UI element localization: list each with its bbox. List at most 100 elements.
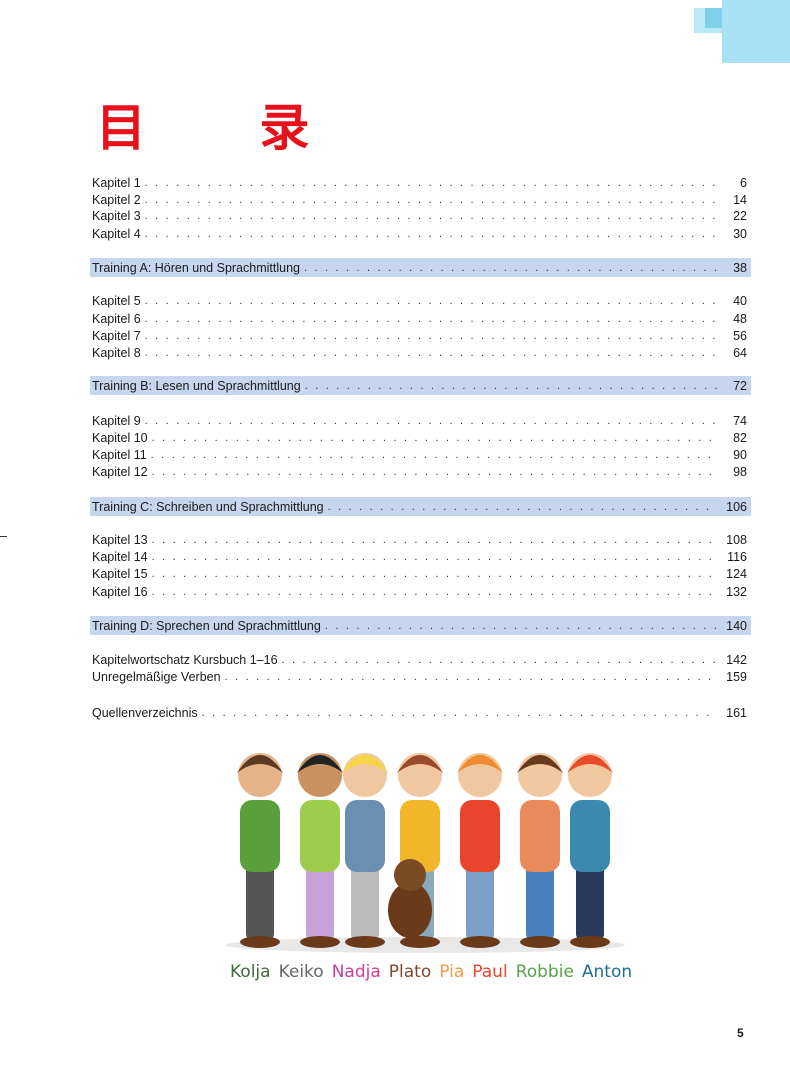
figure-hair [517,755,563,773]
toc-label: Kapitel 13 [92,532,148,547]
toc-training-row[interactable]: Training A: Hören und Sprachmittlung. . … [90,258,751,277]
character-name: Kolja [230,962,271,982]
page-title: 目 录 [96,99,358,157]
corner-decoration [722,0,790,63]
figure-shoes [240,936,280,948]
figure-legs [466,865,494,940]
toc-page: 106 [726,499,747,514]
toc-leader-dots: . . . . . . . . . . . . . . . . . . . . … [151,567,717,580]
toc-leader-dots: . . . . . . . . . . . . . . . . . . . . … [303,261,717,274]
toc-page: 22 [733,208,747,223]
toc-leader-dots: . . . . . . . . . . . . . . . . . . . . … [144,193,717,206]
toc-label: Kapitel 2 [92,192,141,207]
toc-leader-dots: . . . . . . . . . . . . . . . . . . . . … [151,431,717,444]
toc-row[interactable]: Kapitel 10. . . . . . . . . . . . . . . … [92,429,747,446]
toc-label: Training B: Lesen und Sprachmittlung [92,378,301,393]
toc-label: Kapitel 6 [92,311,141,326]
toc-page: 56 [733,328,747,343]
toc-leader-dots: . . . . . . . . . . . . . . . . . . . . … [327,500,717,513]
toc-label: Kapitel 12 [92,464,148,479]
toc-leader-dots: . . . . . . . . . . . . . . . . . . . . … [324,619,717,632]
toc-leader-dots: . . . . . . . . . . . . . . . . . . . . … [151,585,717,598]
toc-leader-dots: . . . . . . . . . . . . . . . . . . . . … [144,329,717,342]
toc-page: 142 [726,652,747,667]
toc-page: 132 [726,584,747,599]
toc-label: Training D: Sprechen und Sprachmittlung [92,618,321,633]
figure-legs [306,865,334,940]
figure-shoes [345,936,385,948]
toc-page: 74 [733,413,747,428]
figure-shoes [570,936,610,948]
toc-leader-dots: . . . . . . . . . . . . . . . . . . . . … [144,346,717,359]
toc-training-row[interactable]: Training C: Schreiben und Sprachmittlung… [90,497,751,516]
toc-label: Kapitel 4 [92,226,141,241]
toc-training-row[interactable]: Training B: Lesen und Sprachmittlung. . … [90,376,751,395]
figure-hair [567,755,613,773]
toc-leader-dots: . . . . . . . . . . . . . . . . . . . . … [224,670,717,683]
toc-leader-dots: . . . . . . . . . . . . . . . . . . . . … [151,533,717,546]
toc-page: 108 [726,532,747,547]
figure-hair [457,755,503,773]
toc-row[interactable]: Kapitel 6. . . . . . . . . . . . . . . .… [92,310,747,327]
figure-body [300,800,340,872]
toc-row[interactable]: Kapitel 7. . . . . . . . . . . . . . . .… [92,327,747,344]
toc-row[interactable]: Unregelmäßige Verben. . . . . . . . . . … [92,668,747,685]
toc-page: 14 [733,192,747,207]
toc-row[interactable]: Kapitel 9. . . . . . . . . . . . . . . .… [92,412,747,429]
toc-row[interactable]: Kapitel 16. . . . . . . . . . . . . . . … [92,583,747,600]
figure-hair [397,755,443,773]
dog-figure [388,882,432,938]
toc-leader-dots: . . . . . . . . . . . . . . . . . . . . … [144,209,717,222]
toc-row[interactable]: Kapitel 3. . . . . . . . . . . . . . . .… [92,207,747,224]
toc-label: Kapitel 15 [92,566,148,581]
toc-label: Training C: Schreiben und Sprachmittlung [92,499,324,514]
toc-leader-dots: . . . . . . . . . . . . . . . . . . . . … [201,706,717,719]
toc-page: 38 [733,260,747,275]
toc-label: Kapitel 1 [92,175,141,190]
figure-legs [351,865,379,940]
toc-page: 82 [733,430,747,445]
toc-row[interactable]: Kapitel 12. . . . . . . . . . . . . . . … [92,463,747,480]
corner-decoration [705,8,722,28]
toc-row[interactable]: Kapitelwortschatz Kursbuch 1–16. . . . .… [92,651,747,668]
toc-row[interactable]: Kapitel 1. . . . . . . . . . . . . . . .… [92,174,747,191]
toc-leader-dots: . . . . . . . . . . . . . . . . . . . . … [144,414,717,427]
toc-leader-dots: . . . . . . . . . . . . . . . . . . . . … [144,294,717,307]
dog-head [394,859,426,891]
toc-label: Kapitel 7 [92,328,141,343]
toc-row[interactable]: Kapitel 5. . . . . . . . . . . . . . . .… [92,292,747,309]
toc-label: Kapitel 8 [92,345,141,360]
toc-row[interactable]: Kapitel 13. . . . . . . . . . . . . . . … [92,531,747,548]
toc-row[interactable]: Kapitel 15. . . . . . . . . . . . . . . … [92,565,747,582]
toc-training-row[interactable]: Training D: Sprechen und Sprachmittlung.… [90,616,751,635]
figure-body [460,800,500,872]
toc-label: Kapitelwortschatz Kursbuch 1–16 [92,652,278,667]
toc-page: 72 [733,378,747,393]
figure-hair [237,755,283,773]
toc-page: 161 [726,705,747,720]
toc-row[interactable]: Kapitel 11. . . . . . . . . . . . . . . … [92,446,747,463]
toc-page: 48 [733,311,747,326]
toc-page: 30 [733,226,747,241]
toc-row[interactable]: Kapitel 14. . . . . . . . . . . . . . . … [92,548,747,565]
toc-row[interactable]: Kapitel 8. . . . . . . . . . . . . . . .… [92,344,747,361]
figure-shoes [400,936,440,948]
figure-body [240,800,280,872]
character-name: Robbie [515,962,574,982]
figure-hair [297,755,343,773]
toc-label: Kapitel 11 [92,447,147,462]
toc-label: Kapitel 5 [92,293,141,308]
figure-shoes [520,936,560,948]
toc-row[interactable]: Kapitel 2. . . . . . . . . . . . . . . .… [92,191,747,208]
page-number: 5 [737,1026,744,1040]
toc-label: Quellenverzeichnis [92,705,198,720]
toc-row[interactable]: Kapitel 4. . . . . . . . . . . . . . . .… [92,225,747,242]
figure-legs [246,865,274,940]
character-name: Paul [472,962,508,982]
toc-label: Unregelmäßige Verben [92,669,221,684]
character-name: Keiko [278,962,324,982]
toc-label: Kapitel 10 [92,430,148,445]
toc-row[interactable]: Quellenverzeichnis. . . . . . . . . . . … [92,704,747,721]
figure-body [570,800,610,872]
